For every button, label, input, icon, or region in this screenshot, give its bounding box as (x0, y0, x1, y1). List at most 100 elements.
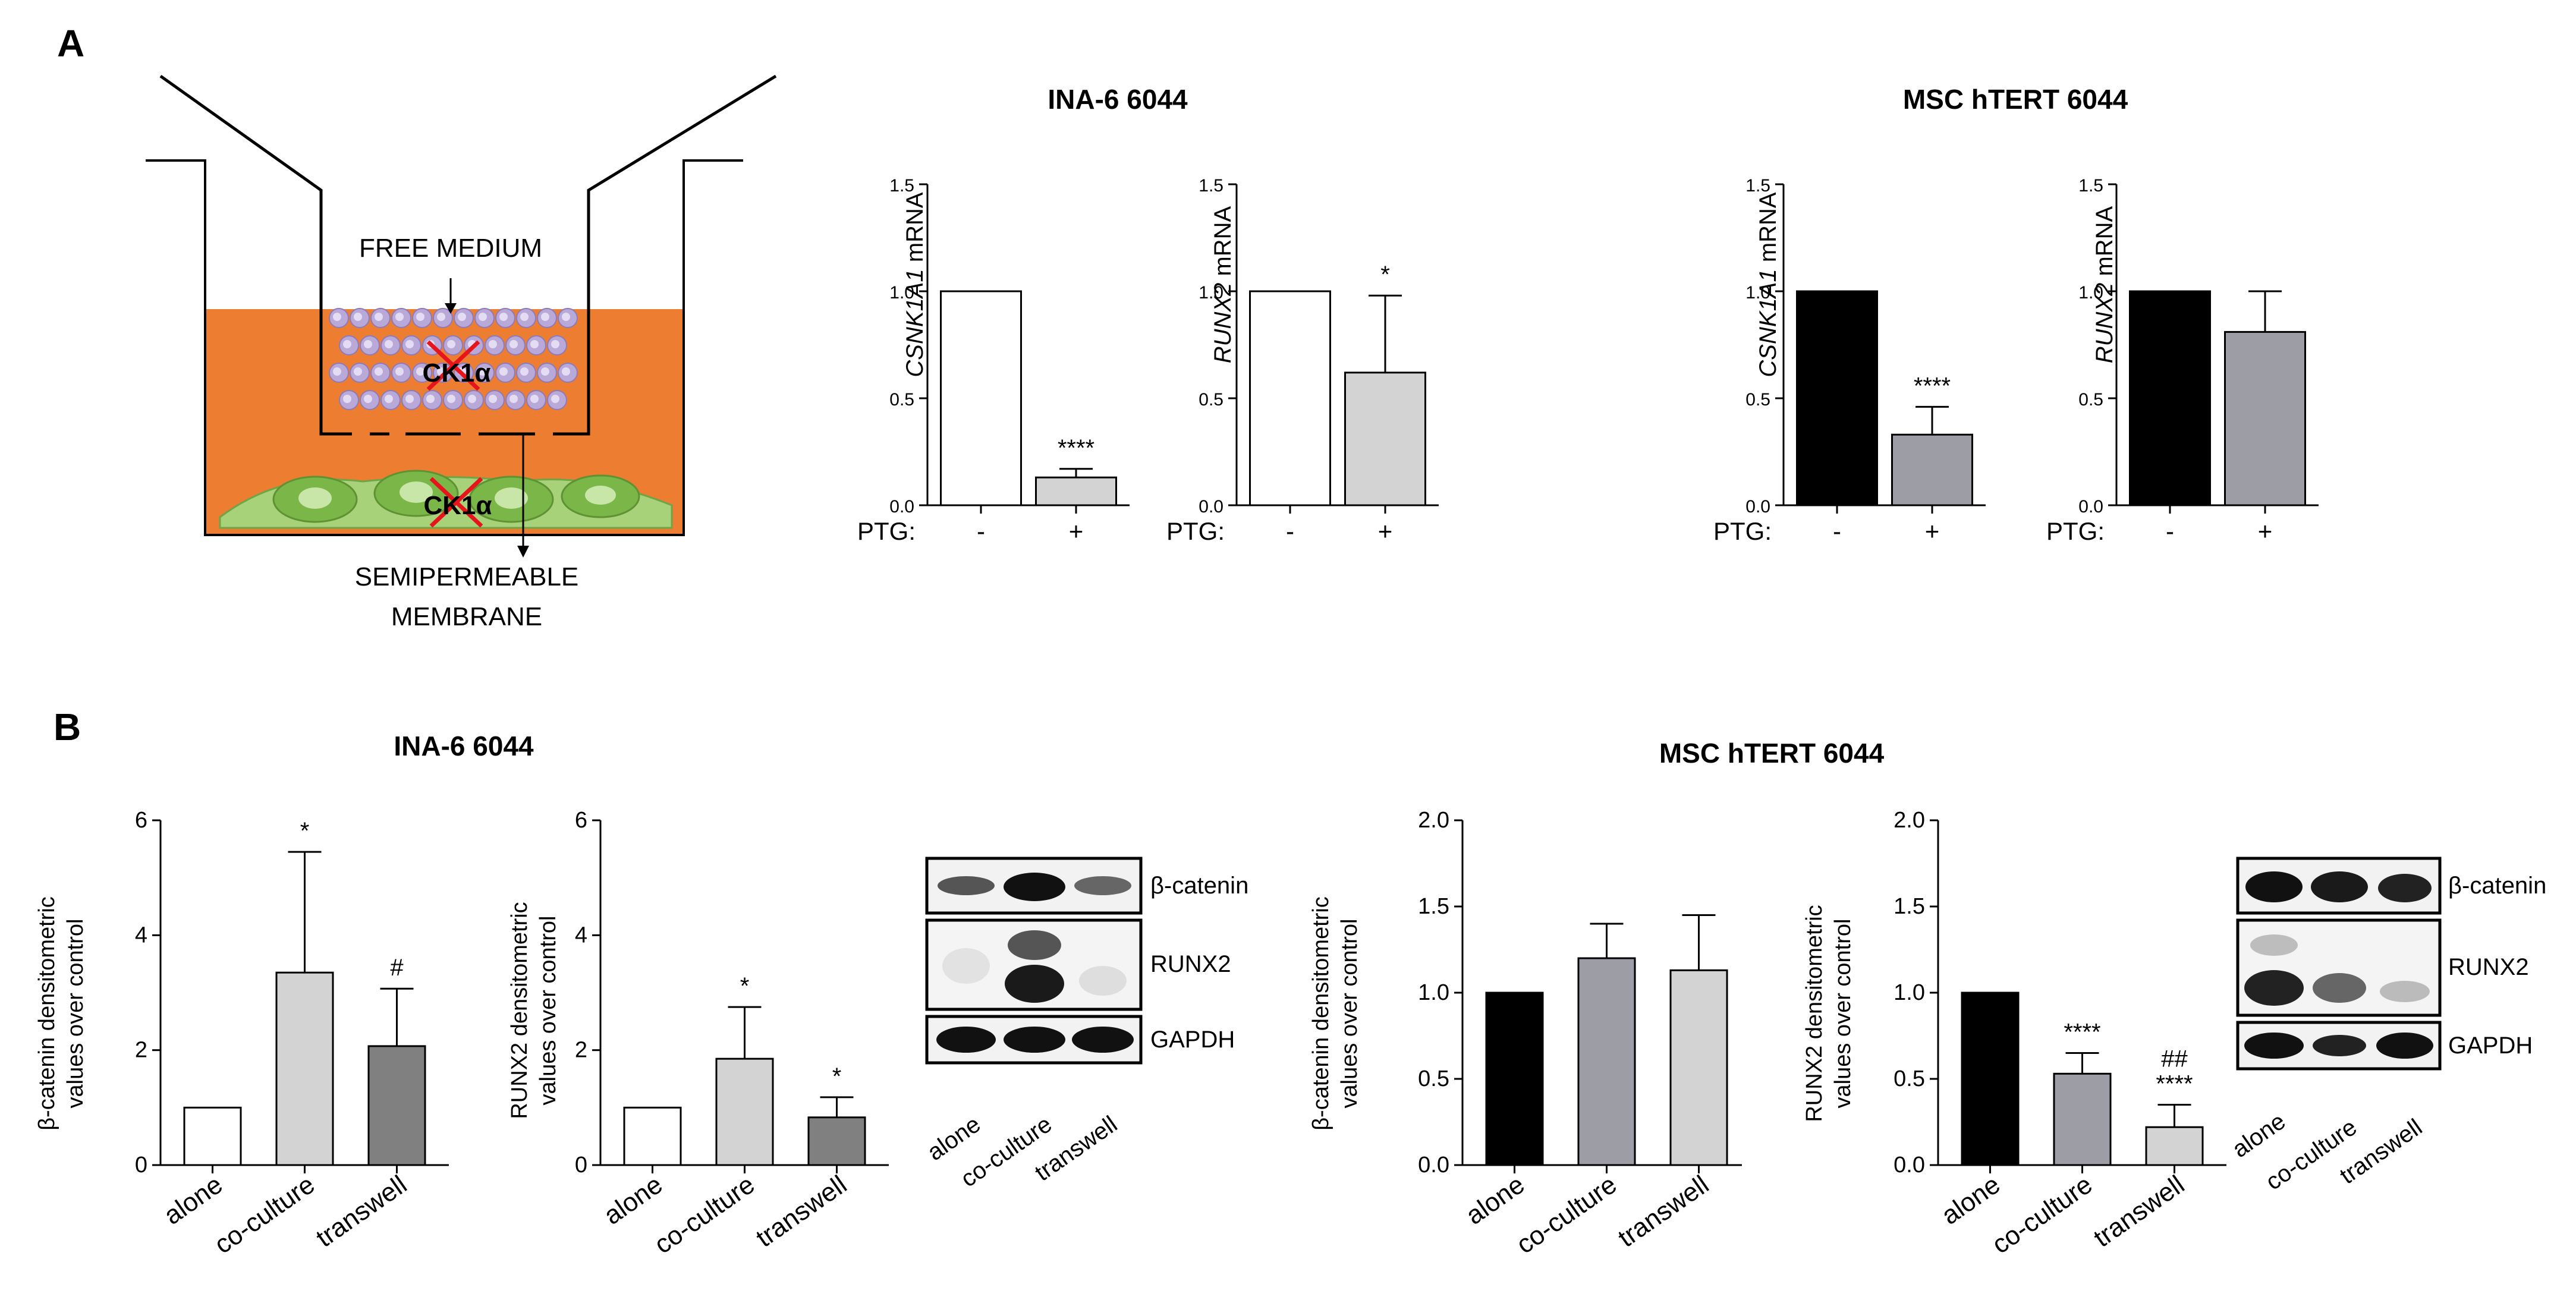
band (2313, 973, 2366, 1003)
y-tick-label: 1.5 (2078, 176, 2103, 196)
y-tick-label: 0.0 (1199, 497, 1223, 517)
bar (940, 290, 1022, 506)
y-tick-label: 4 (135, 923, 147, 948)
blot-left-band-2: RUNX2 (1150, 951, 1231, 977)
knockout-cross-icon (426, 340, 480, 391)
band (942, 948, 990, 984)
chart-ina-bcatenin: 0 2 4 6 alone * co-culture # transwell (135, 808, 449, 1260)
chart-ina-csnk1a1: 0.0 0.5 1.0 1.5 - **** + IPTG: (856, 176, 1130, 545)
band (2244, 1033, 2304, 1059)
blot-right-band-2: RUNX2 (2448, 954, 2529, 980)
y-tick-label: 1.5 (1894, 894, 1925, 919)
significance-label: * (1380, 262, 1390, 288)
membrane-label-line1: SEMIPERMEABLE (355, 562, 579, 591)
band (2380, 981, 2430, 1002)
x-tick-label: + (1378, 517, 1393, 545)
band (936, 1027, 996, 1053)
y-tick-label: 2.0 (1418, 808, 1449, 833)
significance-label: **** (2156, 1071, 2193, 1097)
band (2250, 934, 2298, 956)
blot-left-band-3: GAPDH (1150, 1027, 1235, 1053)
bar (183, 1106, 242, 1166)
x-tick-label: transwell (1613, 1170, 1714, 1253)
x-tick-label: - (1286, 517, 1294, 545)
band (938, 876, 995, 895)
arrow-down-icon (445, 303, 457, 314)
y-tick-label: 1.5 (1199, 176, 1223, 196)
insert-wall-left (159, 74, 352, 436)
transwell-diagram: FREE MEDIUM CK1α CK1α SEMIPERMEABLE MEMB… (146, 74, 777, 631)
bar (275, 971, 334, 1166)
bar (1796, 290, 1878, 506)
title-b-ina: INA-6 6044 (394, 731, 534, 761)
bar (2129, 290, 2211, 506)
y-tick-label: 1.0 (1745, 283, 1770, 303)
y-tick-label: 6 (575, 808, 587, 833)
y-tick-label: 0 (575, 1153, 587, 1178)
y-tick-label: 0.0 (1745, 497, 1770, 517)
bar (1961, 991, 2020, 1166)
chart-msc-runx2-densito: 0.00.51.01.52.0alone****co-culture##****… (1894, 808, 2226, 1260)
blot-left-band-1: β-catenin (1150, 873, 1249, 899)
x-tick-label: co-culture (1511, 1170, 1622, 1260)
band (1005, 965, 1064, 1003)
bar (715, 1057, 774, 1166)
band (1074, 876, 1131, 895)
x-tick-label: co-culture (649, 1170, 760, 1260)
significance-label: * (832, 1063, 842, 1090)
bar (1344, 372, 1426, 506)
y-tick-label: 0.0 (1894, 1153, 1925, 1178)
x-tick-label: alone (1936, 1170, 2005, 1230)
band (2311, 871, 2368, 902)
chart-msc-runx2: 0.0 0.5 1.0 1.5 - + IPTG: (2045, 176, 2319, 545)
y-tick-label: 6 (135, 808, 147, 833)
title-a-ina: INA-6 6044 (1048, 84, 1188, 115)
x-tick-label: transwell (2089, 1170, 2190, 1253)
y-tick-label: 1.5 (889, 176, 914, 196)
bar (2145, 1126, 2204, 1166)
band (2313, 1035, 2366, 1056)
band (1008, 930, 1061, 960)
x-tick-label: - (2166, 517, 2174, 545)
iptg-label: IPTG: (2045, 517, 2105, 545)
panel-label-b: B (54, 706, 81, 748)
bar (2053, 1072, 2112, 1166)
chart-msc-csnk1a1: 0.0 0.5 1.0 1.5 - **** + IPTG: (1712, 176, 1986, 545)
x-tick-label: transwell (751, 1170, 852, 1253)
y-tick-label: 0.5 (2078, 390, 2103, 410)
iptg-label: IPTG: (1712, 517, 1772, 545)
significance-label: **** (1058, 435, 1094, 461)
y-tick-label: 2.0 (1894, 808, 1925, 833)
y-tick-label: 0.0 (1418, 1153, 1449, 1178)
y-tick-label: 2 (135, 1038, 147, 1063)
bar (1577, 957, 1636, 1166)
band (2378, 874, 2432, 902)
chart-ina-runx2: 0.0 0.5 1.0 1.5 - * + IPTG: (1165, 176, 1439, 545)
bar (367, 1045, 426, 1166)
ck1a-bottom-label: CK1α (423, 491, 492, 520)
y-tick-label: 1.0 (1199, 283, 1223, 303)
x-tick-label: + (1925, 517, 1940, 545)
arrow-down-icon (517, 546, 529, 558)
band (2245, 871, 2303, 902)
band (1079, 966, 1127, 996)
x-tick-label: + (1069, 517, 1084, 545)
significance-label: # (390, 955, 404, 981)
x-tick-label: - (1833, 517, 1841, 545)
significance-label: **** (1914, 373, 1951, 399)
membrane-label-line2: MEMBRANE (391, 602, 542, 631)
y-tick-label: 1.0 (1894, 980, 1925, 1005)
y-tick-label: 0.5 (889, 390, 914, 410)
y-tick-label: 2 (575, 1038, 587, 1063)
panel-label-a: A (57, 22, 85, 65)
iptg-label: IPTG: (856, 517, 916, 545)
y-tick-label: 1.0 (889, 283, 914, 303)
y-tick-label: 4 (575, 923, 587, 948)
y-tick-label: 0.5 (1418, 1066, 1449, 1091)
y-tick-label: 0 (135, 1153, 147, 1178)
chart-ina-runx2-densito: 0 2 4 6 alone * co-culture * transwell (575, 808, 889, 1260)
iptg-label: IPTG: (1165, 517, 1225, 545)
band (2244, 970, 2304, 1006)
adherent-cells (219, 470, 673, 529)
